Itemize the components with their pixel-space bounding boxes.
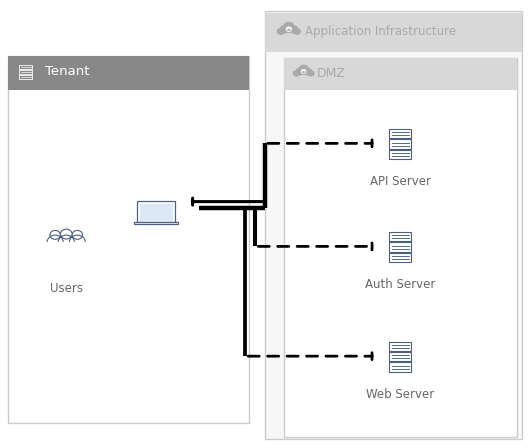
- Circle shape: [277, 29, 284, 34]
- Text: DMZ: DMZ: [317, 67, 346, 80]
- FancyBboxPatch shape: [135, 222, 178, 224]
- Circle shape: [50, 230, 60, 239]
- Text: Tenant: Tenant: [45, 65, 90, 78]
- Circle shape: [303, 70, 305, 73]
- Text: Auth Server: Auth Server: [365, 278, 435, 291]
- Text: API Server: API Server: [369, 175, 431, 188]
- Circle shape: [60, 229, 72, 239]
- FancyBboxPatch shape: [390, 352, 411, 362]
- FancyBboxPatch shape: [390, 253, 411, 262]
- Circle shape: [302, 70, 306, 73]
- Circle shape: [294, 71, 299, 76]
- FancyBboxPatch shape: [284, 58, 517, 90]
- FancyBboxPatch shape: [390, 139, 411, 149]
- FancyBboxPatch shape: [265, 11, 522, 439]
- Circle shape: [294, 29, 301, 34]
- Circle shape: [287, 28, 290, 30]
- Circle shape: [287, 27, 291, 31]
- Circle shape: [299, 65, 308, 73]
- FancyBboxPatch shape: [137, 201, 175, 222]
- Circle shape: [304, 69, 312, 75]
- FancyBboxPatch shape: [390, 232, 411, 241]
- FancyBboxPatch shape: [277, 29, 301, 33]
- FancyBboxPatch shape: [265, 13, 522, 52]
- FancyBboxPatch shape: [390, 242, 411, 252]
- FancyBboxPatch shape: [390, 129, 411, 138]
- FancyBboxPatch shape: [390, 362, 411, 372]
- Circle shape: [284, 22, 294, 31]
- Circle shape: [308, 71, 314, 76]
- Text: Application Infrastructure: Application Infrastructure: [305, 25, 456, 38]
- FancyBboxPatch shape: [8, 56, 249, 423]
- Circle shape: [72, 230, 83, 239]
- FancyBboxPatch shape: [390, 150, 411, 159]
- Text: Web Server: Web Server: [366, 388, 434, 401]
- Circle shape: [289, 26, 298, 33]
- Circle shape: [296, 69, 303, 75]
- Text: Users: Users: [50, 282, 83, 296]
- FancyBboxPatch shape: [284, 58, 517, 437]
- FancyBboxPatch shape: [139, 204, 173, 220]
- Circle shape: [280, 26, 288, 33]
- FancyBboxPatch shape: [294, 71, 314, 74]
- FancyBboxPatch shape: [390, 342, 411, 351]
- FancyBboxPatch shape: [8, 56, 249, 90]
